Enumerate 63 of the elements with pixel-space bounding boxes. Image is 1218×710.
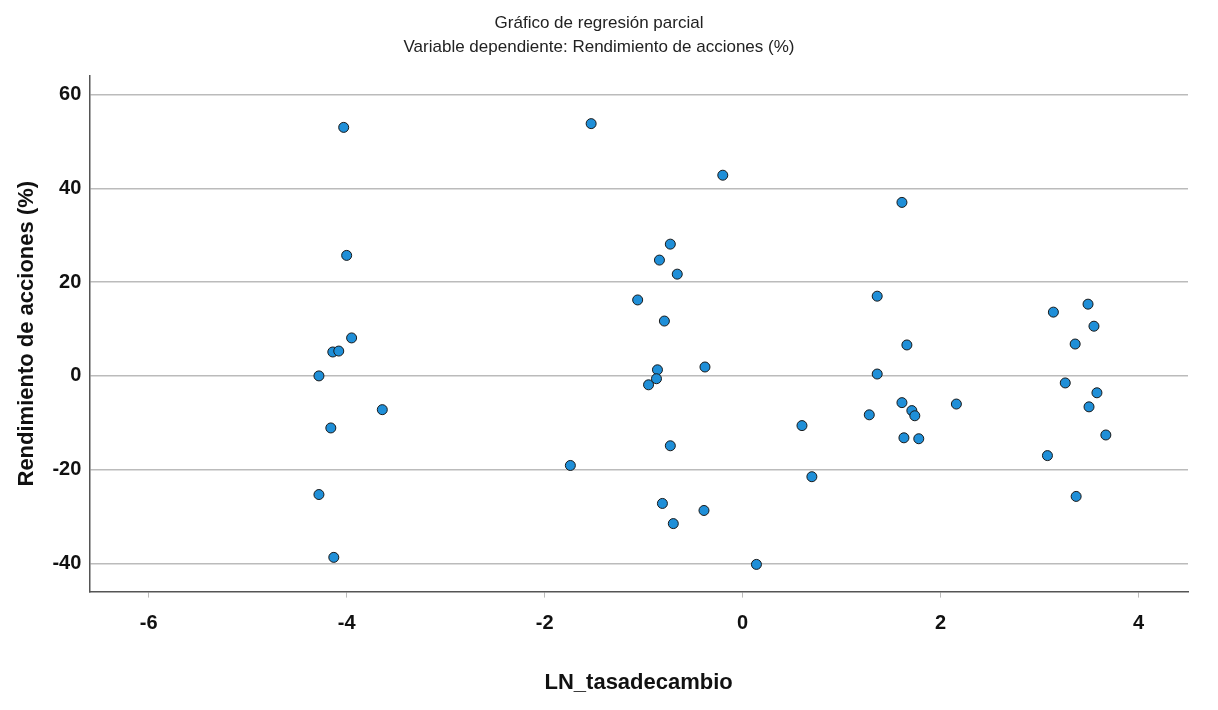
point [806, 471, 818, 483]
point [643, 379, 655, 391]
x-tick-label: 4 [1132, 611, 1145, 634]
point [1059, 377, 1071, 389]
point [750, 558, 762, 570]
point [632, 294, 644, 306]
point [664, 440, 676, 452]
point [699, 361, 711, 373]
point [325, 422, 337, 434]
point [796, 420, 808, 432]
x-tick-label: -6 [139, 611, 158, 634]
point [909, 410, 921, 422]
point [1070, 490, 1082, 502]
point [896, 196, 908, 208]
point [898, 432, 910, 444]
chart-subtitle: Variable dependiente: Rendimiento de acciones (%) [403, 37, 795, 57]
point [1100, 429, 1112, 441]
point [871, 368, 883, 380]
point [564, 459, 576, 471]
point [658, 315, 670, 327]
point [656, 497, 668, 509]
point [698, 504, 710, 516]
point [328, 551, 340, 563]
point [313, 370, 325, 382]
x-tick-label: 0 [737, 611, 749, 634]
point [338, 121, 350, 133]
point [664, 238, 676, 250]
y-tick-label: 20 [59, 269, 82, 292]
point [1088, 320, 1100, 332]
point [950, 398, 962, 410]
point [1069, 338, 1081, 350]
y-tick-label: -20 [52, 457, 82, 480]
point [1083, 401, 1095, 413]
x-tick-label: -2 [535, 611, 554, 634]
chart-title: Gráfico de regresión parcial [494, 12, 704, 32]
y-axis-title: Rendimiento de acciones (%) [13, 180, 39, 487]
point [913, 433, 925, 445]
point [1091, 387, 1103, 399]
point [863, 409, 875, 421]
point [1082, 298, 1094, 310]
point [1041, 450, 1053, 462]
point [313, 489, 325, 501]
x-tick-label: 2 [934, 611, 947, 634]
point [346, 332, 358, 344]
point [667, 518, 679, 530]
point [376, 404, 388, 416]
y-tick-label: 0 [70, 363, 82, 386]
point [650, 373, 662, 385]
y-tick-label: 40 [59, 175, 82, 198]
point [585, 118, 597, 130]
x-tick-label: -4 [337, 611, 357, 634]
point [671, 268, 683, 280]
point [1047, 306, 1059, 318]
point [896, 397, 908, 409]
y-tick-label: -40 [52, 550, 82, 573]
point [333, 345, 345, 357]
x-axis-title: LN_tasadecambio [544, 668, 733, 694]
y-tick-label: 60 [59, 82, 82, 105]
point [717, 169, 729, 181]
point [341, 249, 353, 261]
point [901, 339, 913, 351]
point [653, 254, 665, 266]
point [871, 290, 883, 302]
